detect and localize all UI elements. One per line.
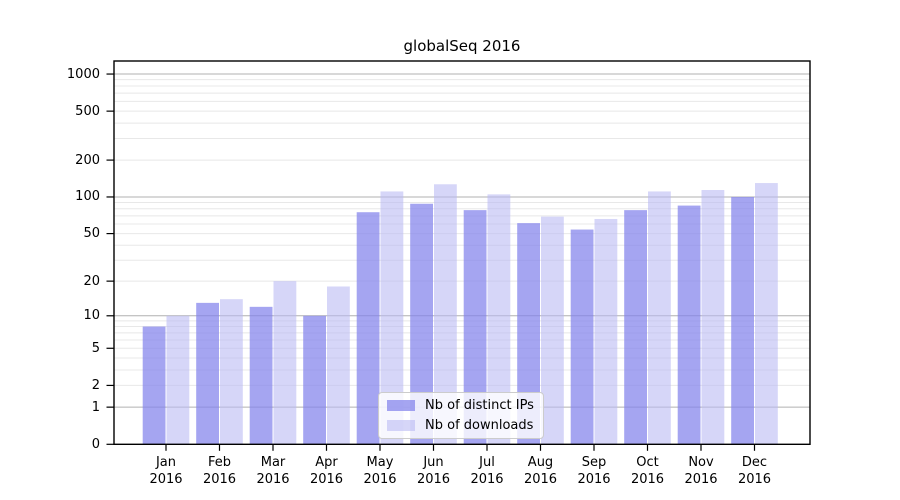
y-tick-label-50: 50 [83,226,100,242]
y-tick-label-20: 20 [83,273,100,289]
legend-item-distinct-ips: Nb of distinct IPs [387,398,535,413]
legend-label-distinct-ips: Nb of distinct IPs [425,398,534,413]
x-tick-label-mar: Mar 2016 [256,455,290,487]
bar-distinct-ips-jul [463,210,487,445]
legend: Nb of distinct IPs Nb of downloads [378,392,544,439]
x-tick-label-apr: Apr 2016 [309,455,344,487]
x-tick-label-dec: Dec 2016 [737,455,772,487]
y-tick-label-1: 1 [91,399,100,415]
y-tick-label-1000: 1000 [66,66,100,82]
y-tick-label-2: 2 [91,377,100,393]
bar-downloads-jun [434,184,457,445]
legend-label-downloads: Nb of downloads [425,418,534,433]
y-tick-label-200: 200 [75,152,100,168]
bar-downloads-nov [701,190,725,445]
chart-title: globalSeq 2016 [403,37,521,55]
x-tick-label-jun: Jun 2016 [416,455,451,487]
plot-frame [113,60,811,445]
legend-item-downloads: Nb of downloads [387,418,535,433]
y-tick-label-100: 100 [75,189,100,205]
bar-distinct-ips-oct [624,210,647,445]
bar-distinct-ips-feb [196,302,219,445]
x-tick-label-oct: Oct 2016 [630,455,665,487]
bar-distinct-ips-jan [142,326,166,445]
bar-downloads-jan [166,315,190,445]
bar-downloads-apr [327,286,350,445]
y-tick-label-10: 10 [83,308,100,324]
bar-distinct-ips-mar [249,306,273,445]
bar-downloads-aug [541,216,564,445]
x-tick-label-nov: Nov 2016 [684,455,718,487]
bar-distinct-ips-may [356,212,380,445]
legend-swatch-downloads [387,420,415,431]
bar-downloads-dec [755,183,778,445]
bar-downloads-may [380,191,404,445]
bar-distinct-ips-apr [303,315,326,445]
x-tick-label-feb: Feb 2016 [202,455,237,487]
bar-distinct-ips-dec [731,196,754,445]
y-tick-label-500: 500 [75,103,100,119]
x-tick-label-aug: Aug 2016 [523,455,558,487]
bar-downloads-feb [220,299,243,445]
x-tick-label-sep: Sep 2016 [577,455,611,487]
bar-distinct-ips-jun [410,203,433,445]
x-tick-label-may: May 2016 [363,455,397,487]
bar-distinct-ips-sep [570,229,594,445]
bar-downloads-sep [594,218,618,445]
bar-downloads-jul [487,194,511,445]
bar-distinct-ips-nov [677,205,701,445]
legend-swatch-distinct-ips [387,400,415,411]
y-tick-label-5: 5 [91,340,100,356]
x-tick-label-jul: Jul 2016 [470,455,504,487]
bar-downloads-oct [648,191,671,445]
x-tick-label-jan: Jan 2016 [149,455,183,487]
bar-distinct-ips-aug [517,223,540,445]
y-tick-label-0: 0 [91,436,100,452]
bar-downloads-mar [273,281,297,445]
